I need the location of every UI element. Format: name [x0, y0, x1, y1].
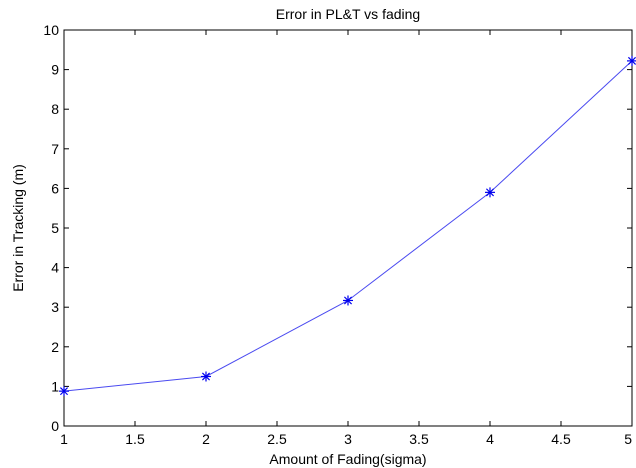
x-tick-label: 2.5: [267, 431, 287, 447]
y-tick-label: 4: [51, 260, 59, 276]
data-point-marker: [485, 187, 495, 198]
x-tick-label: 1.5: [125, 431, 145, 447]
plot-area: [63, 29, 633, 427]
y-axis-title: Error in Tracking (m): [10, 164, 26, 292]
data-point-marker: [627, 55, 636, 66]
data-point-marker: [59, 386, 69, 397]
x-tick-label: 4: [486, 431, 494, 447]
y-tick-label: 5: [51, 220, 59, 236]
y-tick-label: 3: [51, 299, 59, 315]
x-tick-label: 1: [60, 431, 68, 447]
data-point-marker: [201, 371, 211, 382]
x-axis: 1 1.5 2 2.5 3 3.5 4 4.5 5: [60, 30, 633, 447]
chart-title: Error in PL&T vs fading: [276, 6, 420, 22]
y-tick-label: 10: [43, 22, 59, 38]
x-tick-label: 5: [624, 431, 632, 447]
x-tick-label: 2: [202, 431, 210, 447]
x-axis-title: Amount of Fading(sigma): [269, 451, 426, 467]
x-tick-label: 3: [344, 431, 352, 447]
x-tick-label: 4.5: [551, 431, 571, 447]
y-tick-label: 1: [51, 378, 59, 394]
y-tick-label: 0: [51, 418, 59, 434]
y-tick-label: 6: [51, 180, 59, 196]
y-tick-label: 2: [51, 339, 59, 355]
data-point-marker: [343, 295, 353, 306]
y-tick-label: 9: [51, 62, 59, 78]
x-tick-label: 3.5: [409, 431, 429, 447]
y-tick-label: 8: [51, 101, 59, 117]
y-axis: 0 1 2 3 4 5 6 7 8 9 10: [43, 22, 632, 434]
y-tick-label: 7: [51, 141, 59, 157]
series-error: [59, 55, 636, 397]
